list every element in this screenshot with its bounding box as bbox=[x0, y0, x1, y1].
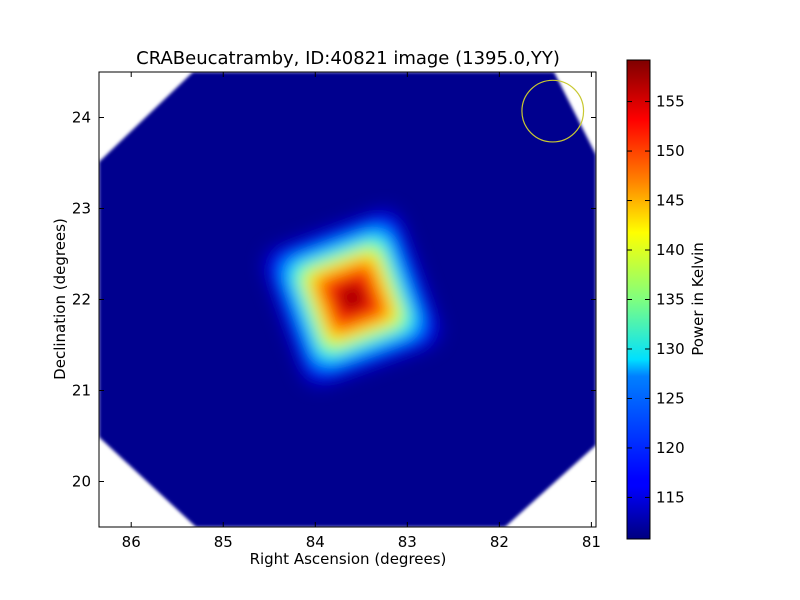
x-tick-label: 82 bbox=[490, 533, 509, 551]
y-tick-label: 22 bbox=[72, 291, 91, 309]
y-tick-label: 23 bbox=[72, 200, 91, 218]
heatmap-plot bbox=[99, 72, 596, 527]
chart-title: CRABeucatramby, ID:40821 image (1395.0,Y… bbox=[136, 48, 560, 69]
x-tick-label: 86 bbox=[122, 533, 141, 551]
source-emission bbox=[261, 207, 443, 388]
source-level-11 bbox=[344, 290, 360, 305]
colorbar-tick-label: 120 bbox=[656, 439, 685, 457]
colorbar-tick-label: 130 bbox=[656, 340, 685, 358]
y-tick-label: 21 bbox=[72, 382, 91, 400]
colorbar-tick-label: 145 bbox=[656, 192, 685, 210]
colorbar-tick-label: 155 bbox=[656, 93, 685, 111]
colorbar-tick-label: 115 bbox=[656, 488, 685, 506]
colorbar-tick-label: 140 bbox=[656, 241, 685, 259]
x-tick-label: 83 bbox=[398, 533, 417, 551]
y-tick-label: 24 bbox=[72, 109, 91, 127]
colorbar-label: Power in Kelvin bbox=[689, 242, 707, 356]
x-tick-label: 84 bbox=[306, 533, 325, 551]
x-axis-label: Right Ascension (degrees) bbox=[250, 550, 447, 568]
colorbar-tick-label: 135 bbox=[656, 291, 685, 309]
colorbar-ticks: 115 120 125 130 135 140 145 150 155 bbox=[627, 93, 685, 506]
colorbar-tick-label: 150 bbox=[656, 142, 685, 160]
colorbar-tick-label: 125 bbox=[656, 389, 685, 407]
colorbar: 115 120 125 130 135 140 145 150 155 Power in Kel… bbox=[626, 59, 707, 540]
x-tick-label: 81 bbox=[582, 533, 601, 551]
beam-marker bbox=[521, 79, 585, 143]
y-tick-label: 20 bbox=[72, 473, 91, 491]
colorbar-gradient bbox=[627, 60, 650, 539]
x-tick-label: 85 bbox=[214, 533, 233, 551]
y-axis-ticks: 20 21 22 23 24 bbox=[72, 109, 596, 491]
x-axis-ticks: 86 85 84 83 82 81 bbox=[122, 72, 601, 551]
y-axis-label: Declination (degrees) bbox=[51, 218, 69, 380]
